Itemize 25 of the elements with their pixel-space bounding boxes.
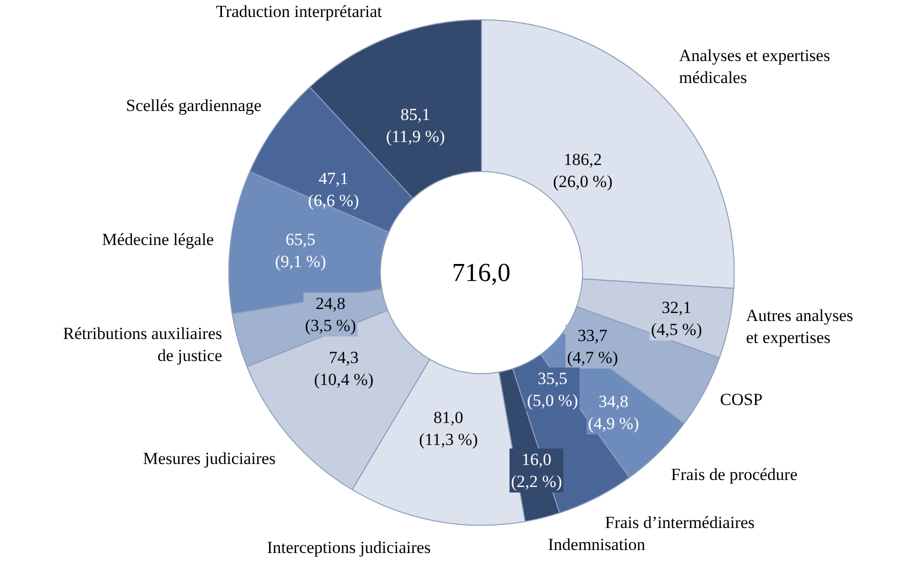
- data-label: 24,8 (3,5 %): [305, 294, 356, 336]
- data-label: 65,5 (9,1 %): [275, 230, 326, 272]
- slice-label: Frais de procédure: [671, 465, 798, 484]
- data-label: 32,1 (4,5 %): [651, 298, 702, 340]
- slice-label: Interceptions judiciaires: [267, 538, 431, 557]
- slice-label: Frais d’intermédiaires: [605, 513, 755, 532]
- data-label: 16,0 (2,2 %): [511, 450, 562, 492]
- data-label: 47,1 (6,6 %): [308, 169, 359, 210]
- data-label: 74,3 (10,4 %): [314, 348, 374, 390]
- slice-label: Indemnisation: [548, 535, 646, 554]
- slice-label: Rétributions auxiliaires de justice: [63, 324, 222, 366]
- data-label: 85,1 (11,9 %): [386, 105, 445, 146]
- data-label: 186,2 (26,0 %): [553, 150, 612, 192]
- data-label: 81,0 (11,3 %): [419, 408, 478, 450]
- slice-label: Médecine légale: [102, 230, 214, 249]
- slice-label: Traduction interprétariat: [216, 2, 382, 21]
- slice-label: COSP: [720, 390, 763, 409]
- slice-label: Autres analyses et expertises: [746, 306, 854, 348]
- data-label: 33,7 (4,7 %): [567, 326, 618, 368]
- data-label: 35,5 (5,0 %): [527, 369, 578, 410]
- data-label: 34,8 (4,9 %): [588, 392, 639, 434]
- text: 716,0: [452, 258, 510, 287]
- slice-label: Analyses et expertises médicales: [679, 46, 830, 88]
- slice-label: Mesures judiciaires: [143, 449, 276, 468]
- slice-label: Scellés gardiennage: [126, 96, 262, 115]
